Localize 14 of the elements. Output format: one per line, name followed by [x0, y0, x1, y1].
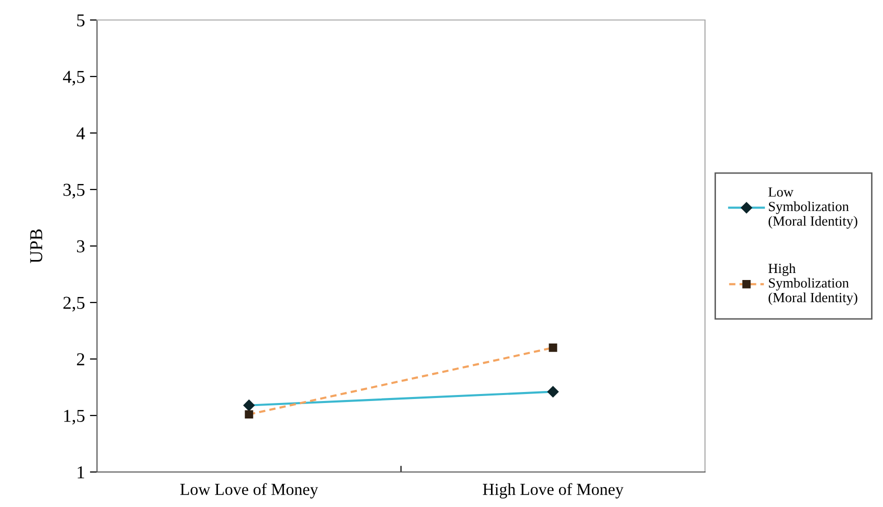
y-tick-label: 3,5 [63, 184, 84, 199]
legend-label: Low Symbolization (Moral Identity) [768, 187, 858, 229]
y-tick-label: 1 [78, 466, 84, 478]
y-tick-label: 4,5 [62, 70, 84, 86]
y-axis-title: UPB [30, 229, 42, 264]
y-tick-label: 3 [77, 240, 84, 252]
y-tick-label: 1,5 [64, 410, 84, 425]
y-tick-label: 2 [76, 353, 84, 366]
y-tick-label: 5 [77, 14, 84, 26]
y-tick-label: 4 [76, 127, 85, 140]
y-tick-label: 2,5 [63, 296, 84, 312]
legend-label: High Symbolization (Moral Identity) [768, 263, 858, 306]
x-tick-label: Low Love of Money [180, 483, 318, 498]
x-tick-label: High Love of Money [482, 483, 624, 498]
